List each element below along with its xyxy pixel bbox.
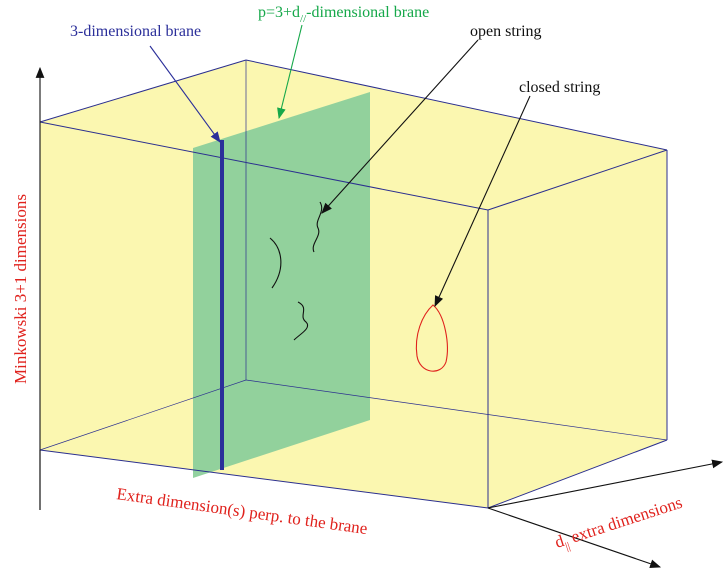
three-dim-brane-pointer — [149, 45, 221, 143]
closed-string-pointer — [434, 95, 531, 308]
open-string-2 — [269, 237, 282, 289]
box-hidden-edges — [39, 60, 668, 451]
parallel-axis-arrow — [487, 459, 724, 509]
p-brane-pointer — [277, 24, 303, 120]
p-brane-label: p=3+d//-dimensional brane — [258, 4, 429, 25]
perp-dimension-label: Extra dimension(s) perp. to the brane — [115, 484, 368, 538]
extra-dims-arrow — [487, 507, 662, 568]
three-dim-brane-label: 3-dimensional brane — [70, 23, 201, 40]
minkowski-axis-label: Minkowski 3+1 dimensions — [11, 194, 30, 384]
p-dimensional-brane — [193, 92, 370, 478]
box-right-face — [488, 150, 667, 508]
closed-string-loop — [415, 304, 448, 372]
open-string-pointer — [321, 39, 479, 214]
parallel-dims-label: d|| extra dimensions — [552, 493, 685, 556]
closed-string-label: closed string — [519, 79, 600, 96]
open-string-3 — [293, 301, 309, 341]
open-string-label: open string — [470, 23, 542, 40]
